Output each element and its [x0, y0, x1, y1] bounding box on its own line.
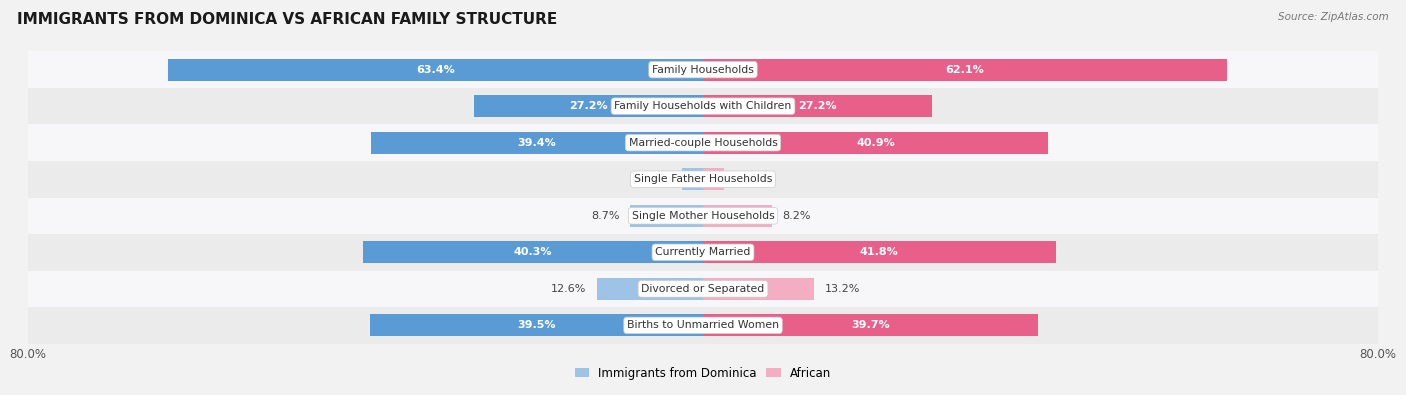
- Bar: [703, 278, 814, 300]
- Bar: [703, 241, 1056, 263]
- Text: Births to Unmarried Women: Births to Unmarried Women: [627, 320, 779, 330]
- Bar: [703, 132, 1047, 154]
- Text: Family Households: Family Households: [652, 65, 754, 75]
- Text: 27.2%: 27.2%: [799, 101, 837, 111]
- Text: 62.1%: 62.1%: [946, 65, 984, 75]
- Text: 2.5%: 2.5%: [644, 174, 672, 184]
- Bar: [682, 168, 703, 190]
- Text: 39.4%: 39.4%: [517, 138, 557, 148]
- Bar: [28, 198, 1378, 234]
- Text: 2.5%: 2.5%: [734, 174, 762, 184]
- Bar: [28, 124, 1378, 161]
- Bar: [703, 95, 932, 117]
- Text: 41.8%: 41.8%: [860, 247, 898, 257]
- Bar: [28, 51, 1378, 88]
- Text: 8.2%: 8.2%: [782, 211, 811, 221]
- Bar: [703, 205, 772, 227]
- Text: Single Father Households: Single Father Households: [634, 174, 772, 184]
- Text: 63.4%: 63.4%: [416, 65, 456, 75]
- Text: 27.2%: 27.2%: [569, 101, 607, 111]
- Bar: [370, 314, 703, 337]
- Text: 13.2%: 13.2%: [824, 284, 860, 294]
- Text: 12.6%: 12.6%: [551, 284, 586, 294]
- Text: Family Households with Children: Family Households with Children: [614, 101, 792, 111]
- Text: 39.7%: 39.7%: [851, 320, 890, 330]
- Bar: [28, 88, 1378, 124]
- Bar: [28, 234, 1378, 271]
- Bar: [28, 307, 1378, 344]
- Bar: [703, 168, 724, 190]
- Text: 40.9%: 40.9%: [856, 138, 894, 148]
- Text: Source: ZipAtlas.com: Source: ZipAtlas.com: [1278, 12, 1389, 22]
- Bar: [703, 59, 1227, 81]
- Bar: [363, 241, 703, 263]
- Bar: [28, 161, 1378, 198]
- Bar: [28, 271, 1378, 307]
- Text: Single Mother Households: Single Mother Households: [631, 211, 775, 221]
- Text: 40.3%: 40.3%: [513, 247, 553, 257]
- Text: 8.7%: 8.7%: [591, 211, 620, 221]
- Text: 39.5%: 39.5%: [517, 320, 555, 330]
- Bar: [630, 205, 703, 227]
- Legend: Immigrants from Dominica, African: Immigrants from Dominica, African: [569, 362, 837, 384]
- Text: Married-couple Households: Married-couple Households: [628, 138, 778, 148]
- Bar: [596, 278, 703, 300]
- Text: Currently Married: Currently Married: [655, 247, 751, 257]
- Text: Divorced or Separated: Divorced or Separated: [641, 284, 765, 294]
- Bar: [703, 314, 1038, 337]
- Bar: [474, 95, 703, 117]
- Text: IMMIGRANTS FROM DOMINICA VS AFRICAN FAMILY STRUCTURE: IMMIGRANTS FROM DOMINICA VS AFRICAN FAMI…: [17, 12, 557, 27]
- Bar: [371, 132, 703, 154]
- Bar: [169, 59, 703, 81]
